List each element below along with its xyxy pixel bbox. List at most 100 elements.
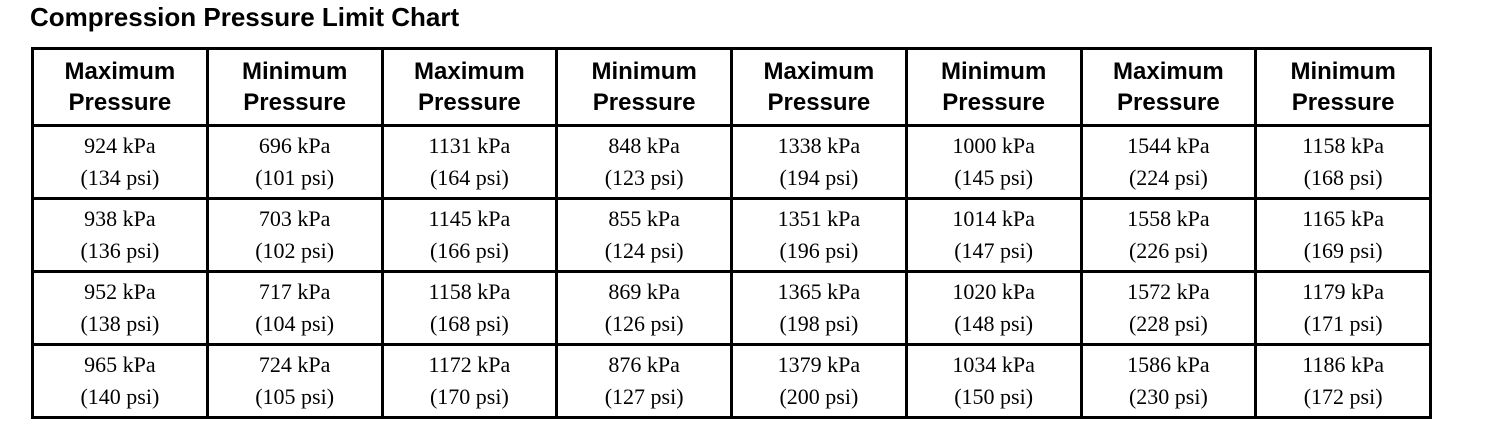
kpa-value: 1034 kPa <box>952 352 1035 378</box>
kpa-value: 717 kPa <box>258 279 331 305</box>
psi-value: (136 psi) <box>80 238 160 263</box>
psi-value: (230 psi) <box>1128 384 1208 409</box>
kpa-value: 848 kPa <box>608 133 680 159</box>
data-cell-r2-c6: 1014 kPa (147 psi) <box>904 197 1083 273</box>
psi-value: (101 psi) <box>255 165 335 190</box>
header-label-line2: Pressure <box>1117 89 1220 116</box>
data-cell-r4-c2: 724 kPa (105 psi) <box>205 343 384 419</box>
data-cell-r2-c8: 1165 kPa (169 psi) <box>1254 197 1432 273</box>
kpa-value: 1014 kPa <box>952 206 1035 232</box>
kpa-value: 965 kPa <box>84 352 156 378</box>
kpa-value: 1558 kPa <box>1127 206 1210 232</box>
table-row-3: 952 kPa (138 psi) 717 kPa (104 psi) 1158 kPa… <box>31 270 1432 346</box>
header-label-line1: Maximum <box>1113 57 1224 85</box>
kpa-value: 1351 kPa <box>777 206 861 232</box>
header-cell-col3: Maximum Pressure <box>380 47 559 127</box>
data-cell-r1-c6: 1000 kPa (145 psi) <box>904 124 1083 200</box>
psi-value: (140 psi) <box>80 384 160 409</box>
data-cell-r1-c1: 924 kPa (134 psi) <box>31 124 209 200</box>
psi-value: (148 psi) <box>954 311 1034 336</box>
data-cell-r1-c3: 1131 kPa (164 psi) <box>380 124 559 200</box>
kpa-value: 952 kPa <box>84 279 156 305</box>
kpa-value: 1145 kPa <box>428 206 511 232</box>
psi-value: (127 psi) <box>604 384 684 409</box>
psi-value: (124 psi) <box>604 238 684 263</box>
kpa-value: 1586 kPa <box>1127 352 1210 378</box>
kpa-value: 924 kPa <box>84 133 156 159</box>
kpa-value: 938 kPa <box>84 206 156 232</box>
table-row-1: 924 kPa (134 psi) 696 kPa (101 psi) 1131 kPa… <box>31 124 1432 200</box>
kpa-value: 1158 kPa <box>1302 133 1384 159</box>
data-cell-r1-c8: 1158 kPa (168 psi) <box>1254 124 1432 200</box>
kpa-value: 1179 kPa <box>1302 279 1384 305</box>
data-cell-r3-c5: 1365 kPa (198 psi) <box>730 270 908 346</box>
header-cell-col1: Maximum Pressure <box>31 47 209 127</box>
kpa-value: 1131 kPa <box>428 133 511 159</box>
kpa-value: 1365 kPa <box>777 279 861 305</box>
kpa-value: 1165 kPa <box>1302 206 1384 232</box>
data-cell-r4-c3: 1172 kPa (170 psi) <box>380 343 559 419</box>
psi-value: (145 psi) <box>954 165 1034 190</box>
data-cell-r3-c3: 1158 kPa (168 psi) <box>380 270 559 346</box>
page-title: Compression Pressure Limit Chart <box>30 2 460 32</box>
header-label-line2: Pressure <box>942 89 1045 116</box>
data-cell-r4-c1: 965 kPa (140 psi) <box>31 343 209 419</box>
kpa-value: 1158 kPa <box>428 279 511 305</box>
psi-value: (164 psi) <box>429 165 509 190</box>
psi-value: (123 psi) <box>604 165 684 190</box>
header-label-line2: Pressure <box>767 89 871 116</box>
kpa-value: 876 kPa <box>608 352 680 378</box>
psi-value: (134 psi) <box>80 165 160 190</box>
data-cell-r3-c8: 1179 kPa (171 psi) <box>1254 270 1432 346</box>
table-row-2: 938 kPa (136 psi) 703 kPa (102 psi) 1145 kPa… <box>31 197 1432 273</box>
psi-value: (169 psi) <box>1303 238 1383 263</box>
psi-value: (126 psi) <box>604 311 684 336</box>
data-cell-r2-c7: 1558 kPa (226 psi) <box>1079 197 1258 273</box>
header-label-line1: Minimum <box>241 57 348 85</box>
header-label-line2: Pressure <box>592 89 696 116</box>
data-cell-r4-c5: 1379 kPa (200 psi) <box>730 343 908 419</box>
header-label-line1: Minimum <box>591 57 697 85</box>
kpa-value: 1020 kPa <box>952 279 1035 305</box>
psi-value: (104 psi) <box>255 311 335 336</box>
data-cell-r1-c7: 1544 kPa (224 psi) <box>1079 124 1258 200</box>
psi-value: (147 psi) <box>954 238 1034 263</box>
kpa-value: 703 kPa <box>258 206 331 232</box>
psi-value: (200 psi) <box>779 384 859 409</box>
kpa-value: 855 kPa <box>608 206 680 232</box>
data-cell-r1-c5: 1338 kPa (194 psi) <box>730 124 908 200</box>
psi-value: (105 psi) <box>255 384 335 409</box>
header-cell-col8: Minimum Pressure <box>1254 47 1432 127</box>
kpa-value: 1338 kPa <box>777 133 861 159</box>
data-cell-r3-c7: 1572 kPa (228 psi) <box>1079 270 1258 346</box>
psi-value: (198 psi) <box>779 311 859 336</box>
kpa-value: 1172 kPa <box>428 352 511 378</box>
header-label-line1: Maximum <box>414 57 525 85</box>
header-label-line2: Pressure <box>418 89 521 116</box>
data-cell-r2-c4: 855 kPa (124 psi) <box>555 197 733 273</box>
data-cell-r2-c3: 1145 kPa (166 psi) <box>380 197 559 273</box>
psi-value: (168 psi) <box>429 311 509 336</box>
header-cell-col6: Minimum Pressure <box>904 47 1083 127</box>
psi-value: (170 psi) <box>429 384 509 409</box>
kpa-value: 1544 kPa <box>1127 133 1210 159</box>
data-cell-r4-c6: 1034 kPa (150 psi) <box>904 343 1083 419</box>
header-label-line1: Minimum <box>1290 57 1396 85</box>
psi-value: (150 psi) <box>954 384 1034 409</box>
psi-value: (138 psi) <box>80 311 160 336</box>
psi-value: (166 psi) <box>429 238 509 263</box>
header-label-line2: Pressure <box>1291 89 1395 116</box>
psi-value: (168 psi) <box>1303 165 1383 190</box>
kpa-value: 1379 kPa <box>777 352 861 378</box>
kpa-value: 1000 kPa <box>952 133 1035 159</box>
kpa-value: 696 kPa <box>258 133 331 159</box>
table-head: Maximum Pressure Minimum Pressure Maximum Pre… <box>31 47 1432 127</box>
psi-value: (196 psi) <box>779 238 859 263</box>
kpa-value: 1186 kPa <box>1302 352 1384 378</box>
data-cell-r2-c2: 703 kPa (102 psi) <box>205 197 384 273</box>
header-cell-col4: Minimum Pressure <box>555 47 733 127</box>
kpa-value: 1572 kPa <box>1127 279 1210 305</box>
psi-value: (226 psi) <box>1128 238 1208 263</box>
data-cell-r4-c8: 1186 kPa (172 psi) <box>1254 343 1432 419</box>
